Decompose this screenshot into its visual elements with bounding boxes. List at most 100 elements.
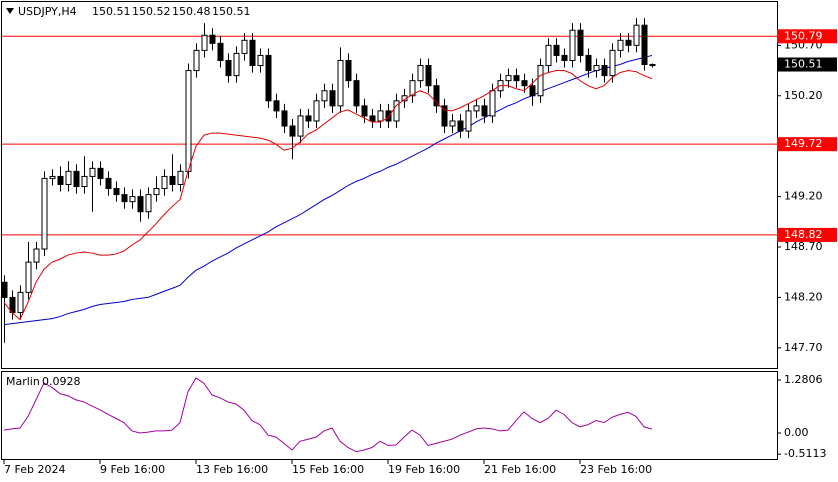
candle-body	[633, 24, 640, 46]
indicator-name: Marlin	[6, 375, 40, 388]
level-label-box	[777, 29, 837, 44]
y-tick-label: 149.20	[784, 190, 823, 203]
candle-body	[129, 196, 136, 203]
y2-tick-label: 1.2806	[784, 373, 823, 386]
candle-body	[1, 281, 8, 298]
y-tick-label: 147.70	[784, 341, 823, 354]
candle-body	[225, 59, 232, 77]
level-label: 149.72	[784, 137, 823, 150]
candle-body	[273, 100, 280, 112]
candle-body	[433, 85, 440, 107]
candle-body	[313, 100, 320, 122]
x-tick-label: 19 Feb 16:00	[388, 463, 460, 476]
candle-body	[65, 170, 72, 185]
candle-body	[177, 170, 184, 185]
candle-body	[57, 175, 64, 185]
candle-body	[201, 34, 208, 51]
candle-body	[345, 59, 352, 82]
candle-body	[545, 44, 552, 67]
x-tick-label: 7 Feb 2024	[4, 463, 65, 476]
y-tick-label: 150.20	[784, 89, 823, 102]
price-label: 150.51	[784, 58, 823, 71]
candle-body	[137, 196, 144, 213]
candle-body	[289, 125, 296, 137]
candle-body	[489, 90, 496, 117]
candle-body	[617, 39, 624, 51]
candle-body	[353, 80, 360, 107]
candle-body	[217, 42, 224, 61]
candle-body	[585, 54, 592, 72]
x-tick-label: 15 Feb 16:00	[292, 463, 364, 476]
candle-body	[441, 105, 448, 127]
price-label-box	[777, 57, 837, 72]
slow-ma-line	[3, 54, 653, 326]
candle-body	[473, 105, 480, 112]
candle-body	[505, 75, 512, 82]
candle-body	[409, 80, 416, 97]
level-label: 148.82	[784, 228, 823, 241]
candle-body	[609, 49, 616, 77]
candle-body	[377, 110, 384, 122]
candle-body	[209, 34, 216, 44]
candle-body	[521, 80, 528, 87]
x-tick-label: 13 Feb 16:00	[196, 463, 268, 476]
candle-body	[161, 175, 168, 190]
y-tick-label: 148.70	[784, 240, 823, 253]
candle-body	[417, 65, 424, 82]
candle-body	[457, 120, 464, 132]
candle-body	[169, 175, 176, 185]
candle-body	[33, 248, 40, 263]
candle-body	[577, 29, 584, 56]
candle-body	[601, 65, 608, 77]
indicator-panel-frame	[1, 371, 778, 460]
candle-body	[113, 188, 120, 196]
candle-body	[649, 64, 656, 67]
candle-body	[233, 52, 240, 77]
candle-body	[529, 85, 536, 97]
candle-body	[49, 175, 56, 179]
candle-body	[81, 175, 88, 188]
candle-body	[329, 90, 336, 107]
candle-body	[105, 177, 112, 190]
candle-body	[145, 194, 152, 213]
collapse-triangle	[6, 8, 14, 14]
y-tick-label: 148.20	[784, 290, 823, 303]
candle-body	[193, 49, 200, 72]
candle-body	[569, 29, 576, 61]
candle-body	[561, 54, 568, 61]
level-label-box	[777, 227, 837, 242]
header-ohlc: 150.51	[92, 5, 131, 18]
candle-body	[73, 170, 80, 188]
candle-body	[369, 115, 376, 122]
indicator-line	[3, 377, 653, 453]
x-tick-label: 9 Feb 16:00	[100, 463, 165, 476]
candle-body	[249, 39, 256, 67]
level-label: 150.79	[784, 29, 823, 42]
header-ohlc: 150.52	[132, 5, 171, 18]
candle-body	[185, 70, 192, 172]
main-panel-frame	[1, 1, 778, 369]
candle-body	[361, 105, 368, 117]
candle-body	[121, 194, 128, 203]
x-tick-label: 21 Feb 16:00	[484, 463, 556, 476]
y2-tick-label: -0.5113	[784, 447, 826, 460]
candle-body	[17, 291, 24, 314]
candle-body	[449, 120, 456, 127]
indicator-value: 0.0928	[42, 375, 81, 388]
candle-body	[553, 44, 560, 56]
candle-body	[641, 24, 648, 66]
y2-tick-label: 0.00	[784, 426, 809, 439]
candle-body	[305, 115, 312, 122]
candle-body	[97, 167, 104, 179]
candle-body	[465, 110, 472, 132]
candle-body	[241, 39, 248, 54]
x-tick-label: 23 Feb 16:00	[580, 463, 652, 476]
candle-body	[593, 65, 600, 72]
candle-body	[41, 177, 48, 250]
candle-body	[625, 39, 632, 46]
candle-body	[513, 75, 520, 82]
candle-body	[481, 105, 488, 117]
candle-body	[385, 110, 392, 122]
candle-body	[425, 65, 432, 87]
